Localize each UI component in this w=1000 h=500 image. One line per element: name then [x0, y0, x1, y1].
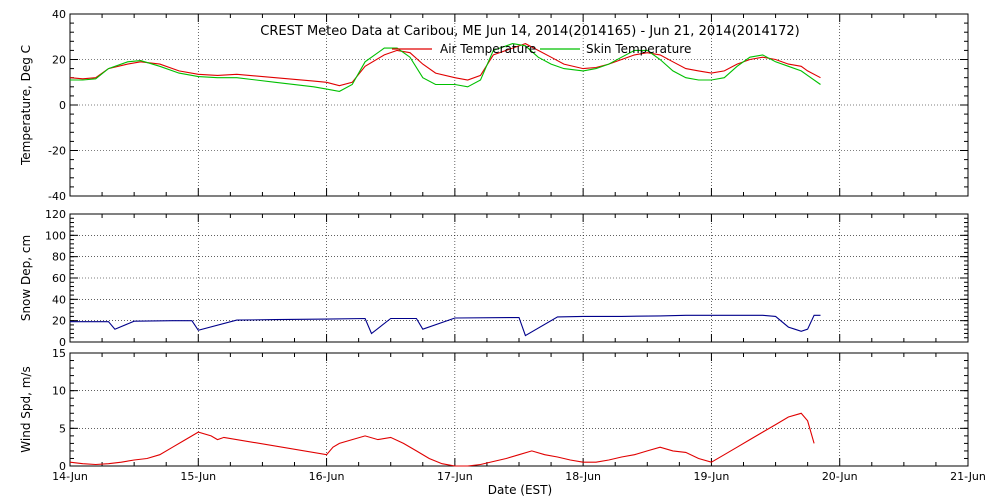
y-tick-label: 40: [52, 293, 66, 306]
chart-title: CREST Meteo Data at Caribou, ME Jun 14, …: [260, 24, 799, 39]
x-tick-label: 18-Jun: [565, 470, 601, 483]
series-air-temperature: [69, 43, 821, 87]
plot-frame: [69, 213, 969, 343]
y-tick-label: 80: [52, 251, 66, 264]
x-axis-title: Date (EST): [488, 483, 552, 497]
legend: Air Temperature Skin Temperature: [392, 42, 691, 56]
y-tick-label: 10: [52, 385, 66, 398]
chart-panels: -40 -20 0 20 40 Temperature, Deg C Air Tempera…: [19, 8, 986, 483]
plot-frame: [69, 13, 969, 197]
panel-3: 0 5 10 15 Wind Spd, m/s 14-Jun 15-Jun 16-Jun 17-…: [19, 347, 986, 483]
y-tick-label: 120: [45, 208, 66, 221]
x-tick-label: 17-Jun: [437, 470, 473, 483]
x-tick-label: 16-Jun: [309, 470, 345, 483]
y-tick-label: 5: [59, 422, 66, 435]
y-tick-label: 0: [59, 336, 66, 349]
legend-label: Air Temperature: [440, 42, 536, 56]
y-tick-label: 0: [59, 460, 66, 473]
y-tick-label: 15: [52, 347, 66, 360]
y-tick-label: 20: [52, 54, 66, 67]
x-tick-label: 21-Jun: [950, 470, 986, 483]
x-tick-label: 19-Jun: [694, 470, 730, 483]
panel-2: 0 20 40 60 80 100 120 Snow Dep, cm: [19, 208, 969, 349]
series-panel-3: [69, 412, 815, 467]
x-tick-label: 14-Jun: [52, 470, 88, 483]
x-tick-label: 20-Jun: [822, 470, 858, 483]
y-tick-label: 40: [52, 8, 66, 21]
y-tick-label: 0: [59, 99, 66, 112]
y-axis-title: Wind Spd, m/s: [19, 366, 33, 452]
y-axis-title: Temperature, Deg C: [19, 45, 33, 166]
y-axis-title: Snow Dep, cm: [19, 235, 33, 321]
series-panel-2: [70, 314, 821, 337]
legend-label: Skin Temperature: [586, 42, 691, 56]
y-tick-label: 20: [52, 315, 66, 328]
panel-1: -40 -20 0 20 40 Temperature, Deg C Air Tempera…: [19, 8, 969, 203]
series-skin-temperature: [70, 43, 821, 92]
y-tick-label: 60: [52, 272, 66, 285]
y-tick-label: -20: [48, 145, 66, 158]
y-tick-label: -40: [48, 190, 66, 203]
y-tick-label: 100: [45, 229, 66, 242]
x-tick-label: 15-Jun: [180, 470, 216, 483]
plot-frame: [69, 352, 969, 467]
